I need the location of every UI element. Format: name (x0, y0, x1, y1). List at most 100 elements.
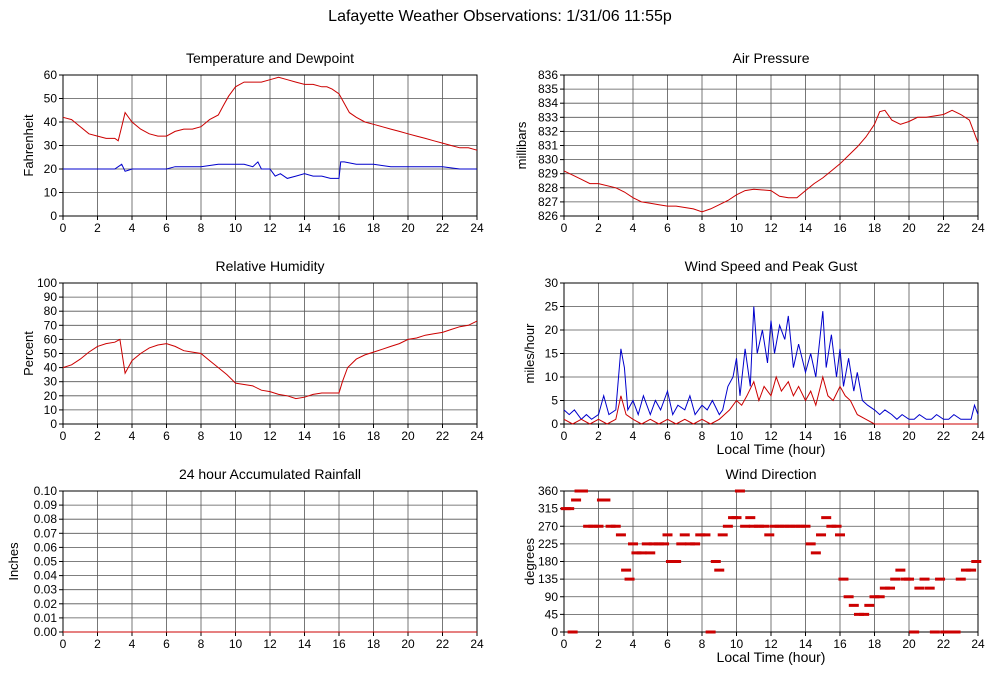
humidity-ytick-label: 90 (44, 290, 58, 304)
pressure-ytick-label: 834 (538, 96, 558, 110)
wind-ylabel: miles/hour (522, 323, 537, 384)
rain-xtick-label: 18 (367, 637, 381, 651)
rain-ytick-label: 0.06 (34, 540, 58, 554)
direction-point (624, 577, 635, 581)
humidity-ytick-label: 60 (44, 332, 58, 346)
pressure-ytick-label: 832 (538, 124, 558, 138)
humidity-title: Relative Humidity (216, 258, 325, 274)
rain-xtick-label: 4 (129, 637, 136, 651)
humidity-ytick-label: 30 (44, 375, 58, 389)
pressure-xtick-label: 2 (595, 221, 602, 235)
wind-xtick-label: 4 (630, 429, 637, 443)
direction-xlabel: Local Time (hour) (717, 649, 826, 665)
direction-point (564, 507, 575, 511)
direction-xtick-label: 24 (971, 637, 985, 651)
wind-xtick-label: 16 (833, 429, 847, 443)
wind-ytick-label: 10 (545, 370, 559, 384)
direction-xtick-label: 18 (868, 637, 882, 651)
direction-point (805, 542, 816, 546)
direction-xtick-label: 16 (833, 637, 847, 651)
wind-xtick-label: 14 (799, 429, 813, 443)
direction-xtick-label: 8 (699, 637, 706, 651)
temp-xtick-label: 24 (470, 221, 484, 235)
humidity-ytick-label: 80 (44, 304, 58, 318)
direction-point (753, 524, 764, 528)
direction-ytick-label: 270 (538, 519, 558, 533)
direction-point (734, 489, 745, 493)
humidity-xtick-label: 18 (367, 429, 381, 443)
pressure-xtick-label: 12 (764, 221, 778, 235)
direction-point (929, 630, 940, 634)
temp-ytick-label: 0 (50, 209, 57, 223)
direction-xtick-label: 12 (764, 637, 778, 651)
temp-xtick-label: 2 (94, 221, 101, 235)
direction-point (769, 524, 780, 528)
rain-xtick-label: 12 (263, 637, 277, 651)
direction-point (859, 612, 870, 616)
rain-xtick-label: 10 (229, 637, 243, 651)
wind-xtick-label: 24 (971, 429, 985, 443)
direction-point (615, 533, 626, 537)
direction-xtick-label: 22 (937, 637, 951, 651)
direction-point (641, 542, 652, 546)
pressure-ytick-label: 827 (538, 195, 558, 209)
humidity-xtick-label: 0 (60, 429, 67, 443)
direction-point (610, 524, 621, 528)
direction-point (653, 542, 664, 546)
rain-xtick-label: 6 (163, 637, 170, 651)
rain-ytick-label: 0.07 (34, 526, 58, 540)
direction-point (748, 524, 759, 528)
direction-point (895, 568, 906, 572)
wind-xtick-label: 12 (764, 429, 778, 443)
direction-xtick-label: 4 (630, 637, 637, 651)
humidity-xtick-label: 10 (229, 429, 243, 443)
wind-ytick-label: 20 (545, 323, 559, 337)
humidity-ytick-label: 50 (44, 347, 58, 361)
direction-point (665, 560, 676, 563)
direction-xtick-label: 10 (730, 637, 744, 651)
temp-ytick-label: 40 (44, 115, 58, 129)
temp-xtick-label: 0 (60, 221, 67, 235)
temp-title: Temperature and Dewpoint (186, 50, 354, 66)
direction-point (838, 577, 849, 581)
wind-ytick-label: 15 (545, 347, 559, 361)
direction-point (774, 524, 785, 528)
direction-point (676, 542, 687, 546)
rain-title: 24 hour Accumulated Rainfall (179, 466, 361, 482)
pressure-ytick-label: 829 (538, 167, 558, 181)
wind-title: Wind Speed and Peak Gust (685, 258, 858, 274)
direction-point (593, 524, 604, 528)
direction-point (659, 542, 670, 546)
direction-point (831, 524, 842, 528)
direction-point (621, 568, 632, 572)
direction-point (795, 524, 806, 528)
rain-xtick-label: 16 (332, 637, 346, 651)
direction-point (700, 533, 711, 537)
humidity-ylabel: Percent (21, 331, 36, 376)
wind-ytick-label: 0 (551, 417, 558, 431)
direction-point (745, 516, 756, 520)
direction-ytick-label: 360 (538, 484, 558, 498)
direction-point (759, 524, 770, 528)
direction-point (631, 551, 642, 555)
direction-point (645, 551, 656, 555)
humidity-ytick-label: 100 (37, 276, 57, 290)
temp-xtick-label: 10 (229, 221, 243, 235)
direction-point (945, 630, 956, 634)
direction-point (605, 524, 616, 528)
humidity-xtick-label: 16 (332, 429, 346, 443)
wind-xtick-label: 0 (561, 429, 568, 443)
temp-ytick-label: 10 (44, 186, 58, 200)
temp-xtick-label: 16 (332, 221, 346, 235)
wind-series-1-line (563, 375, 978, 425)
direction-point (636, 551, 647, 555)
pressure-ylabel: millibars (514, 121, 529, 169)
direction-point (710, 560, 721, 563)
rain-ytick-label: 0.10 (34, 484, 58, 498)
temp-series-1-line (63, 161, 477, 179)
wind-xtick-label: 8 (699, 429, 706, 443)
wind-series-0-line (563, 306, 979, 421)
direction-point (869, 595, 880, 599)
